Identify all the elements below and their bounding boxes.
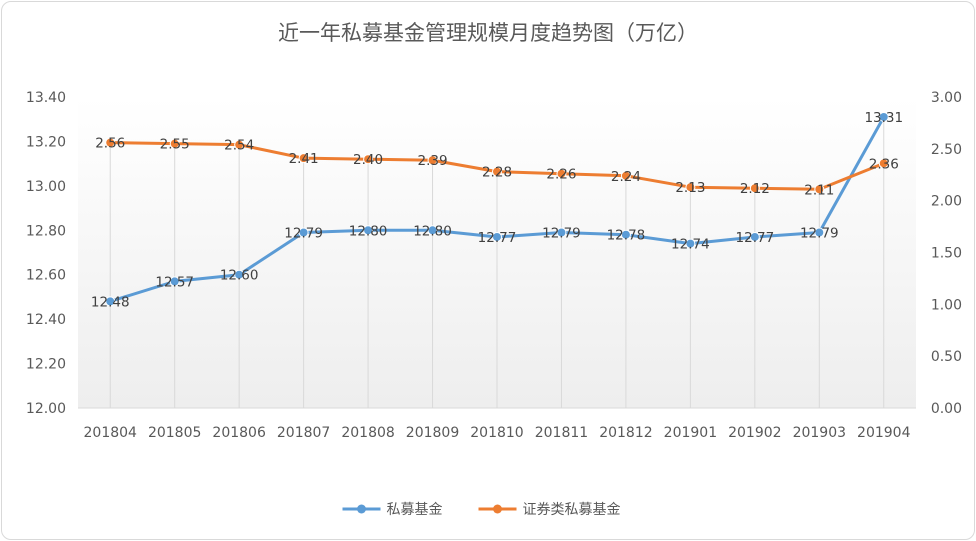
y-axis-left: 12.00 12.20 12.40 12.60 12.80 13.00 13.20 13.40 (26, 90, 66, 417)
data-point (878, 111, 889, 122)
data-label: 2.40 (353, 152, 383, 168)
y-right-tick-label: 2.00 (931, 194, 962, 210)
y-left-tick-label: 13.20 (26, 134, 66, 150)
data-point (363, 154, 374, 165)
data-point (169, 276, 180, 287)
data-label: 12.78 (607, 228, 646, 244)
data-point (234, 269, 245, 280)
data-point (298, 153, 309, 164)
chart-title: 近一年私募基金管理规模月度趋势图（万亿） (278, 21, 698, 45)
y-right-tick-label: 0.00 (931, 401, 962, 417)
legend-label: 私募基金 (387, 501, 443, 518)
series-layer: 12.48 12.57 12.60 12.79 12.80 12.80 12.77 12.79… (91, 110, 903, 310)
data-point (105, 296, 116, 307)
y-left-tick-label: 13.00 (26, 179, 66, 195)
data-label: 12.80 (413, 223, 452, 239)
y-right-tick-label: 1.50 (931, 246, 962, 262)
data-point (105, 137, 116, 148)
data-point (427, 225, 438, 236)
data-label: 12.80 (349, 223, 388, 239)
y-right-tick-label: 2.50 (931, 142, 962, 158)
y-right-tick-label: 1.00 (931, 297, 962, 313)
data-label: 2.11 (804, 182, 834, 198)
data-point (492, 166, 502, 177)
data-point (556, 168, 567, 179)
x-tick-label: 201901 (664, 425, 717, 441)
data-label: 2.56 (95, 136, 125, 152)
data-point (492, 231, 502, 242)
data-label: 2.55 (160, 137, 190, 153)
y-left-tick-label: 12.40 (26, 312, 66, 328)
data-label: 12.48 (91, 294, 130, 310)
x-tick-label: 201809 (406, 425, 459, 441)
x-tick-label: 201808 (341, 425, 394, 441)
x-tick-label: 201811 (535, 425, 588, 441)
x-tick-label: 201804 (84, 425, 138, 441)
data-label: 12.79 (800, 226, 839, 242)
data-label: 12.79 (542, 226, 581, 242)
data-label: 2.26 (546, 167, 576, 183)
legend-item-1: 私募基金 (342, 501, 443, 518)
x-tick-label: 201903 (793, 425, 846, 441)
y-left-tick-label: 12.60 (26, 268, 66, 284)
series-2: 2.56 2.55 2.54 2.41 2.40 2.39 2.28 2.26 2.24 2.13… (95, 136, 899, 199)
x-tick-label: 201902 (728, 425, 781, 441)
data-point (556, 227, 567, 238)
legend: 私募基金 证券类私募基金 (342, 501, 621, 518)
data-point (298, 227, 309, 238)
legend-label: 证券类私募基金 (523, 501, 621, 518)
x-tick-label: 201810 (470, 425, 523, 441)
y-right-tick-label: 0.50 (931, 349, 962, 365)
data-label: 2.12 (740, 181, 770, 197)
data-point (749, 231, 760, 242)
x-tick-label: 201805 (148, 425, 201, 441)
x-tick-label: 201806 (212, 425, 266, 441)
y-left-tick-label: 12.80 (26, 223, 66, 239)
data-point (685, 238, 696, 249)
series-1: 12.48 12.57 12.60 12.79 12.80 12.80 12.77 12.79… (91, 110, 903, 310)
data-point (749, 183, 760, 194)
data-label: 2.54 (224, 138, 254, 154)
x-tick-label: 201812 (599, 425, 652, 441)
data-label: 2.28 (482, 165, 512, 181)
data-label: 12.60 (220, 268, 259, 284)
data-label: 12.74 (671, 237, 710, 253)
x-tick-label: 201904 (857, 425, 911, 441)
data-label: 12.77 (736, 230, 775, 246)
y-left-tick-label: 13.40 (26, 90, 66, 106)
drop-lines (109, 116, 885, 408)
legend-item-2: 证券类私募基金 (478, 501, 621, 518)
data-label: 12.79 (284, 226, 323, 242)
data-label: 2.24 (611, 169, 641, 185)
data-label: 12.57 (155, 274, 194, 290)
y-left-tick-label: 12.00 (26, 401, 66, 417)
data-label: 2.13 (675, 180, 705, 196)
data-label: 13.31 (864, 110, 903, 126)
y-axis-right: 0.00 0.50 1.00 1.50 2.00 2.50 3.00 (931, 90, 962, 417)
data-label: 12.77 (478, 230, 517, 246)
data-point (169, 138, 180, 149)
data-label: 2.39 (418, 153, 448, 169)
data-point (620, 170, 631, 181)
data-label: 2.36 (869, 156, 899, 172)
data-point (363, 225, 374, 236)
legend-marker (357, 504, 366, 514)
data-point (814, 227, 825, 238)
data-point (878, 158, 889, 169)
y-right-tick-label: 3.00 (931, 90, 962, 106)
data-point (427, 155, 438, 166)
data-point (620, 229, 631, 240)
y-left-tick-label: 12.20 (26, 357, 66, 373)
x-tick-label: 201807 (277, 425, 330, 441)
data-point (234, 139, 245, 150)
data-label: 2.41 (289, 151, 319, 167)
data-point (814, 184, 825, 195)
legend-marker (493, 504, 502, 514)
data-point (685, 182, 696, 193)
x-axis: 201804 201805 201806 201807 201808 201809 2018… (84, 425, 911, 441)
